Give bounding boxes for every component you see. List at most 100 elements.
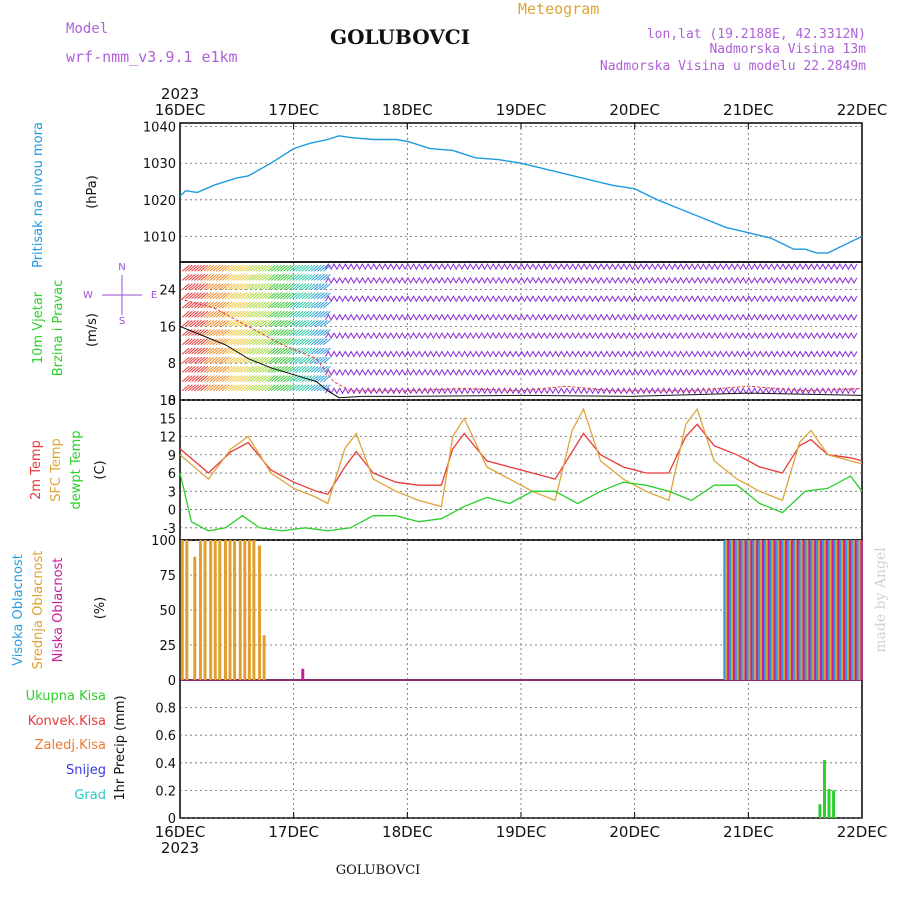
wind-barb	[249, 301, 258, 309]
wind-barb	[277, 329, 285, 336]
wind-ytick-label: 24	[159, 284, 176, 299]
wind-barb	[310, 301, 319, 309]
wind-barb	[240, 320, 248, 327]
wind-barb	[304, 329, 313, 336]
wind-barb	[261, 301, 270, 309]
wind-barb	[191, 283, 199, 290]
wind-barb	[261, 356, 270, 364]
wind-barb	[310, 384, 319, 392]
wind-barb	[298, 338, 307, 346]
wind-barb	[206, 375, 215, 382]
wind-barb	[231, 384, 239, 392]
wind-barb	[313, 301, 322, 309]
wind-barb	[323, 274, 331, 281]
wind-barb	[295, 375, 304, 382]
wind-barb	[234, 264, 242, 272]
wind-barb	[246, 384, 255, 392]
meteogram-label: Meteogram	[518, 0, 599, 18]
wind-barb	[188, 338, 196, 346]
y-tick-labels: 10401030102010102416801815129630-3100755…	[143, 121, 176, 827]
wind-barb	[215, 329, 224, 336]
wind-barb	[221, 310, 230, 318]
wind-barb	[261, 264, 270, 272]
cloud-bar	[193, 556, 197, 680]
wind-barb	[200, 310, 209, 318]
wind-barb	[197, 384, 205, 392]
wind-barb	[307, 366, 316, 373]
cloud-ytick-label: 0	[168, 674, 176, 689]
data-series	[179, 135, 863, 818]
wind-barb	[298, 375, 307, 382]
wind-barb	[313, 329, 322, 336]
cloud-bar-dense	[812, 540, 815, 680]
wind-barb	[280, 283, 288, 290]
cloud-bar-dense	[723, 540, 726, 680]
wind-barb	[286, 320, 294, 327]
wind-barb	[280, 384, 288, 392]
wind-barb	[320, 347, 328, 355]
wind-zigzag-row	[325, 350, 858, 358]
wind-barb	[185, 366, 193, 373]
precip-ytick-label: 0.6	[155, 729, 176, 744]
wind-barb	[277, 366, 285, 373]
wind-barb	[218, 384, 227, 392]
wind-barb	[295, 301, 304, 309]
pressure-unit: (hPa)	[85, 175, 100, 209]
wind-barb	[307, 329, 316, 336]
wind-barb	[227, 264, 236, 272]
wind-barb	[218, 264, 227, 272]
cloud-bar-dense	[794, 540, 798, 680]
wind-barb	[246, 292, 255, 300]
wind-barb	[249, 366, 258, 373]
wind-barb	[218, 320, 227, 327]
wind-barb	[191, 347, 199, 355]
wind-barb	[301, 356, 310, 364]
wind-barb	[261, 347, 270, 355]
wind-barb	[313, 320, 322, 327]
wind-barb	[191, 292, 199, 300]
wind-barb	[212, 384, 221, 392]
wind-barb	[231, 292, 239, 300]
wind-barb	[246, 366, 255, 373]
wind-barb	[301, 329, 310, 336]
wind-barb	[252, 366, 261, 373]
wind-barb	[237, 292, 245, 300]
wind-barb	[185, 320, 193, 327]
wind-barb	[323, 366, 331, 373]
pressure-ytick-label: 1020	[143, 194, 176, 209]
cloud-bar-dense	[727, 540, 730, 680]
wind-barb	[197, 347, 205, 355]
top-tick-label: 22DEC	[837, 101, 888, 119]
wind-zigzag-row	[325, 387, 858, 395]
wind-barb	[185, 264, 193, 272]
wind-barb	[283, 264, 291, 272]
wind-barb	[197, 356, 205, 364]
wind-barb	[295, 320, 304, 327]
wind-barb	[203, 283, 212, 290]
wind-barb	[298, 301, 307, 309]
cloud-unit: (%)	[93, 597, 108, 620]
wind-barb	[194, 292, 202, 300]
wind-barb	[206, 366, 215, 373]
wind-barb	[234, 310, 242, 318]
wind-barb	[237, 356, 245, 364]
wind-barb	[227, 292, 236, 300]
cloud-bar-dense	[734, 540, 738, 680]
wind-barb	[215, 375, 224, 382]
wind-barb	[274, 384, 282, 392]
wind-barb	[320, 338, 328, 346]
wind-barb	[255, 310, 264, 318]
wind-barb	[185, 301, 193, 309]
wind-barb	[215, 283, 224, 290]
wind-barb	[197, 292, 205, 300]
wind-barb	[264, 283, 273, 290]
wind-barb	[295, 384, 304, 392]
wind-barb	[270, 264, 279, 272]
wind-barb	[243, 347, 251, 355]
wind-barb	[283, 347, 291, 355]
wind-barb	[243, 274, 251, 281]
wind-barb	[313, 375, 322, 382]
wind-barb	[277, 375, 285, 382]
cloud-bar-dense	[848, 540, 852, 680]
wind-barb	[224, 384, 233, 392]
